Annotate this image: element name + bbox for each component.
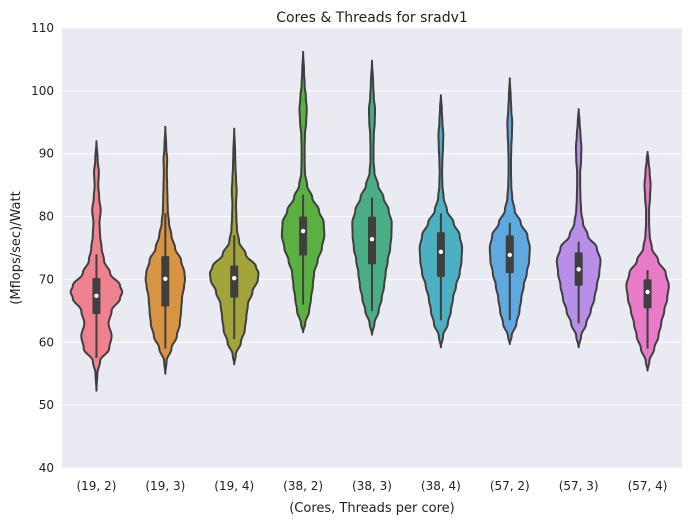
y-tick-labels: 40 50 60 70 80 90 100 110 [31,21,54,475]
violin-group [555,108,602,349]
y-tick-label: 50 [39,398,54,412]
violin-median-dot [438,249,444,254]
violin-group [488,77,531,346]
y-tick-label: 100 [31,84,54,98]
violin-median-dot [300,228,306,234]
violin-median-dot [232,275,237,281]
y-axis-label: (Mflops/sec)/Watt [9,191,24,304]
chart-title: Cores & Threads for sradv1 [276,10,468,26]
x-tick-label: (19, 3) [145,479,185,493]
violin-median-dot [645,289,650,295]
x-axis-label: (Cores, Threads per core) [289,501,455,516]
violin-group [351,59,393,336]
violin-median-dot [163,276,168,281]
violin-group [625,150,670,372]
violin-body [625,150,670,372]
y-tick-label: 90 [39,147,54,161]
y-tick-label: 60 [39,335,54,349]
violin-median-dot [369,237,375,242]
x-tick-label: (38, 3) [352,479,392,493]
x-tick-label: (19, 4) [214,479,254,493]
violin-body [280,50,326,334]
violin-median-dot [94,293,99,298]
x-tick-label: (57, 2) [490,479,530,493]
x-tick-label: (38, 4) [421,479,461,493]
x-tick-label: (19, 2) [76,479,116,493]
violin-iqr-box [161,256,170,307]
x-tick-labels: (19, 2) (19, 3) (19, 4) (38, 2) (38, 3) (38, … [76,479,667,493]
violin-group [144,125,187,375]
violin-median-dot [576,267,581,272]
violin-group [208,127,260,366]
x-tick-label: (57, 4) [628,479,668,493]
violin-group [69,140,124,392]
violin-median-dot [507,252,512,258]
violin-group [418,94,464,349]
y-tick-label: 80 [39,210,54,224]
violin-iqr-box [436,232,445,277]
x-tick-label: (38, 2) [283,479,323,493]
y-tick-label: 110 [31,21,54,35]
violin-body [488,77,531,346]
y-tick-label: 40 [39,461,54,475]
y-tick-label: 70 [39,272,54,286]
violin-iqr-box [299,216,308,256]
violins [69,50,670,392]
violin-body [555,108,602,349]
violin-group [280,50,326,334]
violin-iqr-box [230,265,239,298]
x-tick-label: (57, 3) [559,479,599,493]
